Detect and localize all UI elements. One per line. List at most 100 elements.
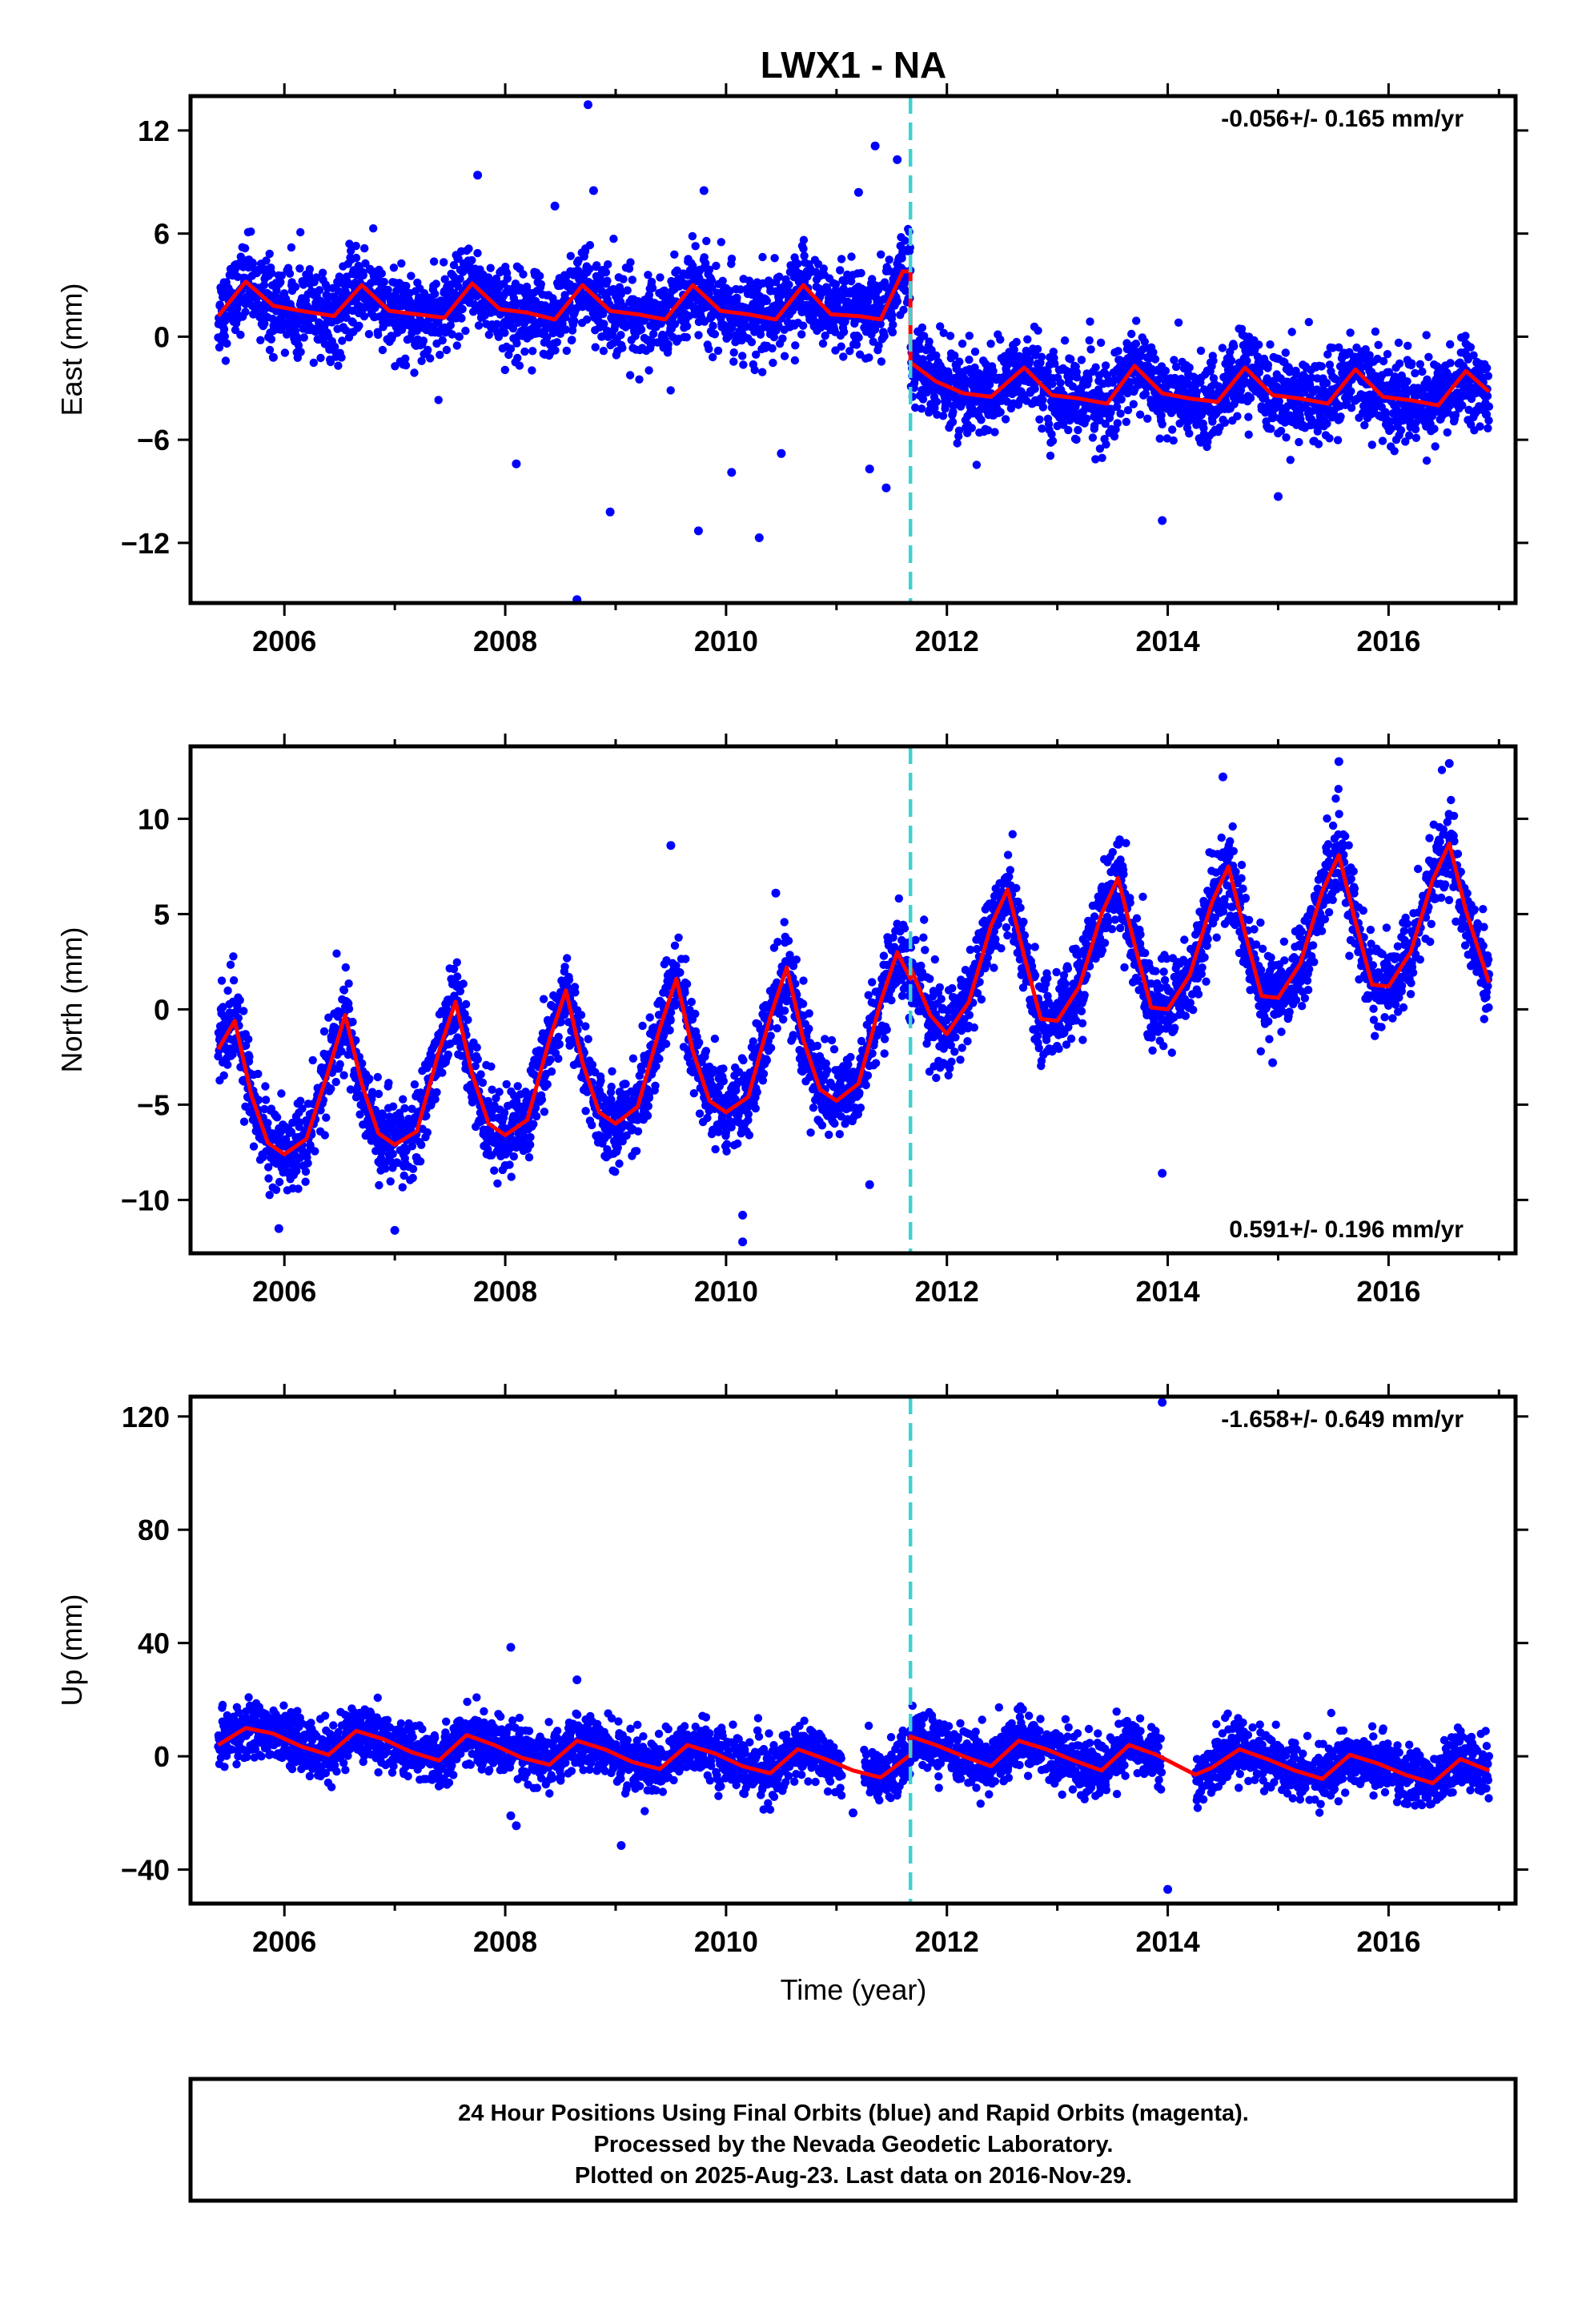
data-point xyxy=(870,325,880,334)
data-point xyxy=(374,330,383,340)
data-point xyxy=(1030,384,1039,393)
data-point xyxy=(599,347,608,356)
data-point xyxy=(331,342,339,352)
data-point xyxy=(972,460,982,469)
data-point xyxy=(296,1096,305,1105)
data-point xyxy=(1208,417,1217,426)
data-point xyxy=(272,1113,282,1122)
data-point xyxy=(423,1128,432,1137)
data-point xyxy=(515,361,524,370)
data-point xyxy=(338,336,347,345)
data-point xyxy=(351,253,361,263)
data-point xyxy=(1323,350,1332,359)
data-point xyxy=(312,273,321,282)
data-point xyxy=(1431,442,1439,451)
data-point xyxy=(1314,440,1323,448)
data-point xyxy=(701,259,710,267)
data-point xyxy=(449,964,459,974)
data-point xyxy=(666,386,675,395)
data-point xyxy=(1244,430,1253,439)
data-point xyxy=(543,333,552,342)
data-point xyxy=(977,416,986,424)
data-point xyxy=(526,1140,535,1149)
data-point xyxy=(1403,341,1412,350)
data-point xyxy=(1347,387,1355,396)
data-point xyxy=(267,335,276,344)
data-point xyxy=(750,365,759,375)
data-point xyxy=(1077,356,1086,364)
data-point xyxy=(1056,378,1065,388)
data-point xyxy=(334,361,343,370)
data-point xyxy=(628,275,636,284)
data-point xyxy=(984,426,993,435)
data-point xyxy=(728,324,737,332)
data-point xyxy=(1430,424,1439,433)
data-point xyxy=(473,248,482,258)
data-point xyxy=(1346,328,1355,337)
data-point xyxy=(877,250,885,259)
data-point xyxy=(1286,456,1295,464)
data-point xyxy=(292,1161,301,1170)
data-point xyxy=(1102,440,1110,449)
data-point xyxy=(1255,340,1263,349)
data-point xyxy=(1230,342,1239,351)
data-point xyxy=(562,346,571,356)
data-point xyxy=(457,314,466,323)
data-point xyxy=(369,224,378,233)
data-point xyxy=(379,1111,387,1120)
data-point xyxy=(1046,451,1055,460)
data-point xyxy=(1171,362,1181,372)
data-point xyxy=(1300,388,1309,397)
data-point xyxy=(299,333,308,342)
data-point xyxy=(1023,335,1032,344)
outlier-point xyxy=(473,171,483,180)
data-point xyxy=(708,283,717,292)
data-point xyxy=(294,341,303,350)
data-point xyxy=(624,264,634,273)
outlier-point xyxy=(853,187,863,197)
data-point xyxy=(410,368,419,377)
data-point xyxy=(1411,424,1420,434)
data-point xyxy=(308,313,318,322)
east-fit-line xyxy=(216,269,1491,408)
data-point xyxy=(1390,447,1399,456)
data-point xyxy=(1095,444,1105,453)
data-point xyxy=(876,320,885,328)
data-point xyxy=(948,417,958,427)
data-point xyxy=(1283,402,1292,411)
data-point xyxy=(431,289,440,299)
data-point xyxy=(1132,316,1141,325)
data-point xyxy=(888,328,897,337)
data-point xyxy=(1263,360,1273,369)
data-point xyxy=(852,340,861,349)
data-point xyxy=(705,344,713,353)
data-point xyxy=(840,277,849,286)
outlier-point xyxy=(881,483,891,493)
data-point xyxy=(513,1082,522,1091)
x-tick-label: 2008 xyxy=(473,625,537,657)
outlier-point xyxy=(693,526,703,536)
data-point xyxy=(264,1163,273,1172)
data-point xyxy=(364,330,374,339)
data-point xyxy=(729,357,738,366)
data-point xyxy=(265,345,275,355)
data-point xyxy=(1135,410,1145,419)
data-point xyxy=(836,266,845,275)
data-point xyxy=(379,277,388,287)
data-point xyxy=(537,1095,547,1104)
data-point xyxy=(254,1069,263,1079)
data-point xyxy=(417,356,426,365)
data-point xyxy=(407,271,416,280)
data-point xyxy=(399,1095,408,1104)
data-point xyxy=(298,1104,307,1113)
y-tick-label: 12 xyxy=(138,115,170,147)
data-point xyxy=(1038,403,1048,412)
data-point xyxy=(259,280,269,290)
data-point xyxy=(438,336,447,345)
data-point xyxy=(1086,345,1095,354)
data-point xyxy=(1458,401,1467,410)
data-point xyxy=(254,1096,263,1104)
data-point xyxy=(778,334,787,343)
data-point xyxy=(727,254,737,263)
data-point xyxy=(1451,411,1460,420)
